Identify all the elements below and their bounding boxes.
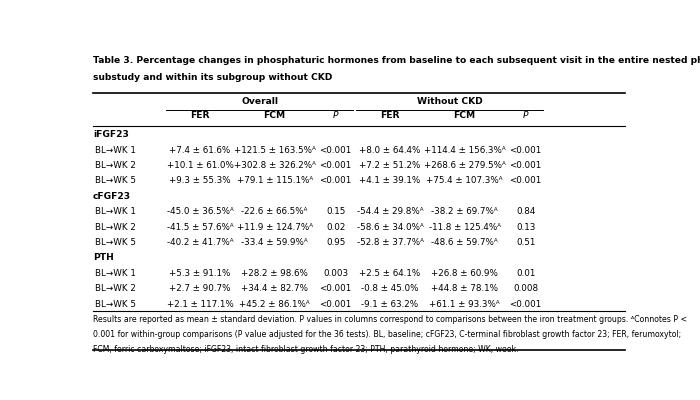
Text: -11.8 ± 125.4%ᴬ: -11.8 ± 125.4%ᴬ [428,223,500,232]
Text: Results are reported as mean ± standard deviation. P values in columns correspon: Results are reported as mean ± standard … [93,315,687,324]
Text: BL→WK 1: BL→WK 1 [95,269,136,278]
Text: <0.001: <0.001 [320,300,352,309]
Text: 0.008: 0.008 [513,284,538,293]
Text: -52.8 ± 37.7%ᴬ: -52.8 ± 37.7%ᴬ [356,238,424,247]
Text: +34.4 ± 82.7%: +34.4 ± 82.7% [241,284,308,293]
Text: 0.02: 0.02 [326,223,345,232]
Text: -0.8 ± 45.0%: -0.8 ± 45.0% [361,284,419,293]
Text: -33.4 ± 59.9%ᴬ: -33.4 ± 59.9%ᴬ [241,238,308,247]
Text: +61.1 ± 93.3%ᴬ: +61.1 ± 93.3%ᴬ [429,300,500,309]
Text: FCM, ferric carboxymaltose; iFGF23, intact fibroblast growth factor 23; PTH, par: FCM, ferric carboxymaltose; iFGF23, inta… [93,345,519,354]
Text: BL→WK 2: BL→WK 2 [95,284,136,293]
Text: FCM: FCM [264,111,286,120]
Text: +2.7 ± 90.7%: +2.7 ± 90.7% [169,284,231,293]
Text: 0.003: 0.003 [323,269,349,278]
Text: +44.8 ± 78.1%: +44.8 ± 78.1% [431,284,498,293]
Text: -41.5 ± 57.6%ᴬ: -41.5 ± 57.6%ᴬ [167,223,233,232]
Text: -48.6 ± 59.7%ᴬ: -48.6 ± 59.7%ᴬ [431,238,498,247]
Text: 0.84: 0.84 [516,207,536,216]
Text: BL→WK 2: BL→WK 2 [95,223,136,232]
Text: +28.2 ± 98.6%: +28.2 ± 98.6% [241,269,308,278]
Text: +8.0 ± 64.4%: +8.0 ± 64.4% [359,146,421,155]
Text: +10.1 ± 61.0%: +10.1 ± 61.0% [167,161,234,170]
Text: BL→WK 5: BL→WK 5 [95,176,136,186]
Text: +7.2 ± 51.2%: +7.2 ± 51.2% [359,161,421,170]
Text: +2.5 ± 64.1%: +2.5 ± 64.1% [359,269,421,278]
Text: Without CKD: Without CKD [416,97,482,106]
Text: <0.001: <0.001 [510,176,542,186]
Text: BL→WK 1: BL→WK 1 [95,207,136,216]
Text: +9.3 ± 55.3%: +9.3 ± 55.3% [169,176,231,186]
Text: -9.1 ± 63.2%: -9.1 ± 63.2% [361,300,419,309]
Text: -45.0 ± 36.5%ᴬ: -45.0 ± 36.5%ᴬ [167,207,233,216]
Text: 0.01: 0.01 [516,269,536,278]
Text: -54.4 ± 29.8%ᴬ: -54.4 ± 29.8%ᴬ [357,207,424,216]
Text: <0.001: <0.001 [320,176,352,186]
Text: P: P [523,111,528,120]
Text: -38.2 ± 69.7%ᴬ: -38.2 ± 69.7%ᴬ [431,207,498,216]
Text: BL→WK 2: BL→WK 2 [95,161,136,170]
Text: <0.001: <0.001 [320,284,352,293]
Text: +121.5 ± 163.5%ᴬ: +121.5 ± 163.5%ᴬ [234,146,316,155]
Text: -40.2 ± 41.7%ᴬ: -40.2 ± 41.7%ᴬ [167,238,233,247]
Text: substudy and within its subgroup without CKD: substudy and within its subgroup without… [93,73,332,82]
Text: 0.95: 0.95 [326,238,345,247]
Text: +268.6 ± 279.5%ᴬ: +268.6 ± 279.5%ᴬ [424,161,505,170]
Text: <0.001: <0.001 [320,146,352,155]
Text: iFGF23: iFGF23 [93,130,129,139]
Text: +7.4 ± 61.6%: +7.4 ± 61.6% [169,146,231,155]
Text: +2.1 ± 117.1%: +2.1 ± 117.1% [167,300,233,309]
Text: BL→WK 5: BL→WK 5 [95,238,136,247]
Text: 0.51: 0.51 [516,238,536,247]
Text: <0.001: <0.001 [510,161,542,170]
Text: Table 3. Percentage changes in phosphaturic hormones from baseline to each subse: Table 3. Percentage changes in phosphatu… [93,56,700,65]
Text: PTH: PTH [93,254,113,262]
Text: cFGF23: cFGF23 [93,192,131,201]
Text: -22.6 ± 66.5%ᴬ: -22.6 ± 66.5%ᴬ [241,207,308,216]
Text: Overall: Overall [241,97,278,106]
Text: +26.8 ± 60.9%: +26.8 ± 60.9% [431,269,498,278]
Text: 0.13: 0.13 [516,223,536,232]
Text: FER: FER [190,111,210,120]
Text: <0.001: <0.001 [510,300,542,309]
Text: <0.001: <0.001 [320,161,352,170]
Text: +114.4 ± 156.3%ᴬ: +114.4 ± 156.3%ᴬ [424,146,505,155]
Text: +4.1 ± 39.1%: +4.1 ± 39.1% [359,176,421,186]
Text: <0.001: <0.001 [510,146,542,155]
Text: 0.001 for within-group comparisons (P value adjusted for the 36 tests). BL, base: 0.001 for within-group comparisons (P va… [93,330,681,339]
Text: P: P [333,111,338,120]
Text: +79.1 ± 115.1%ᴬ: +79.1 ± 115.1%ᴬ [237,176,313,186]
Text: FCM: FCM [454,111,475,120]
Text: BL→WK 1: BL→WK 1 [95,146,136,155]
Text: -58.6 ± 34.0%ᴬ: -58.6 ± 34.0%ᴬ [356,223,424,232]
Text: BL→WK 5: BL→WK 5 [95,300,136,309]
Text: FER: FER [380,111,400,120]
Text: +11.9 ± 124.7%ᴬ: +11.9 ± 124.7%ᴬ [237,223,313,232]
Text: +45.2 ± 86.1%ᴬ: +45.2 ± 86.1%ᴬ [239,300,310,309]
Text: 0.15: 0.15 [326,207,345,216]
Text: +5.3 ± 91.1%: +5.3 ± 91.1% [169,269,231,278]
Text: +75.4 ± 107.3%ᴬ: +75.4 ± 107.3%ᴬ [426,176,503,186]
Text: +302.8 ± 326.2%ᴬ: +302.8 ± 326.2%ᴬ [234,161,316,170]
